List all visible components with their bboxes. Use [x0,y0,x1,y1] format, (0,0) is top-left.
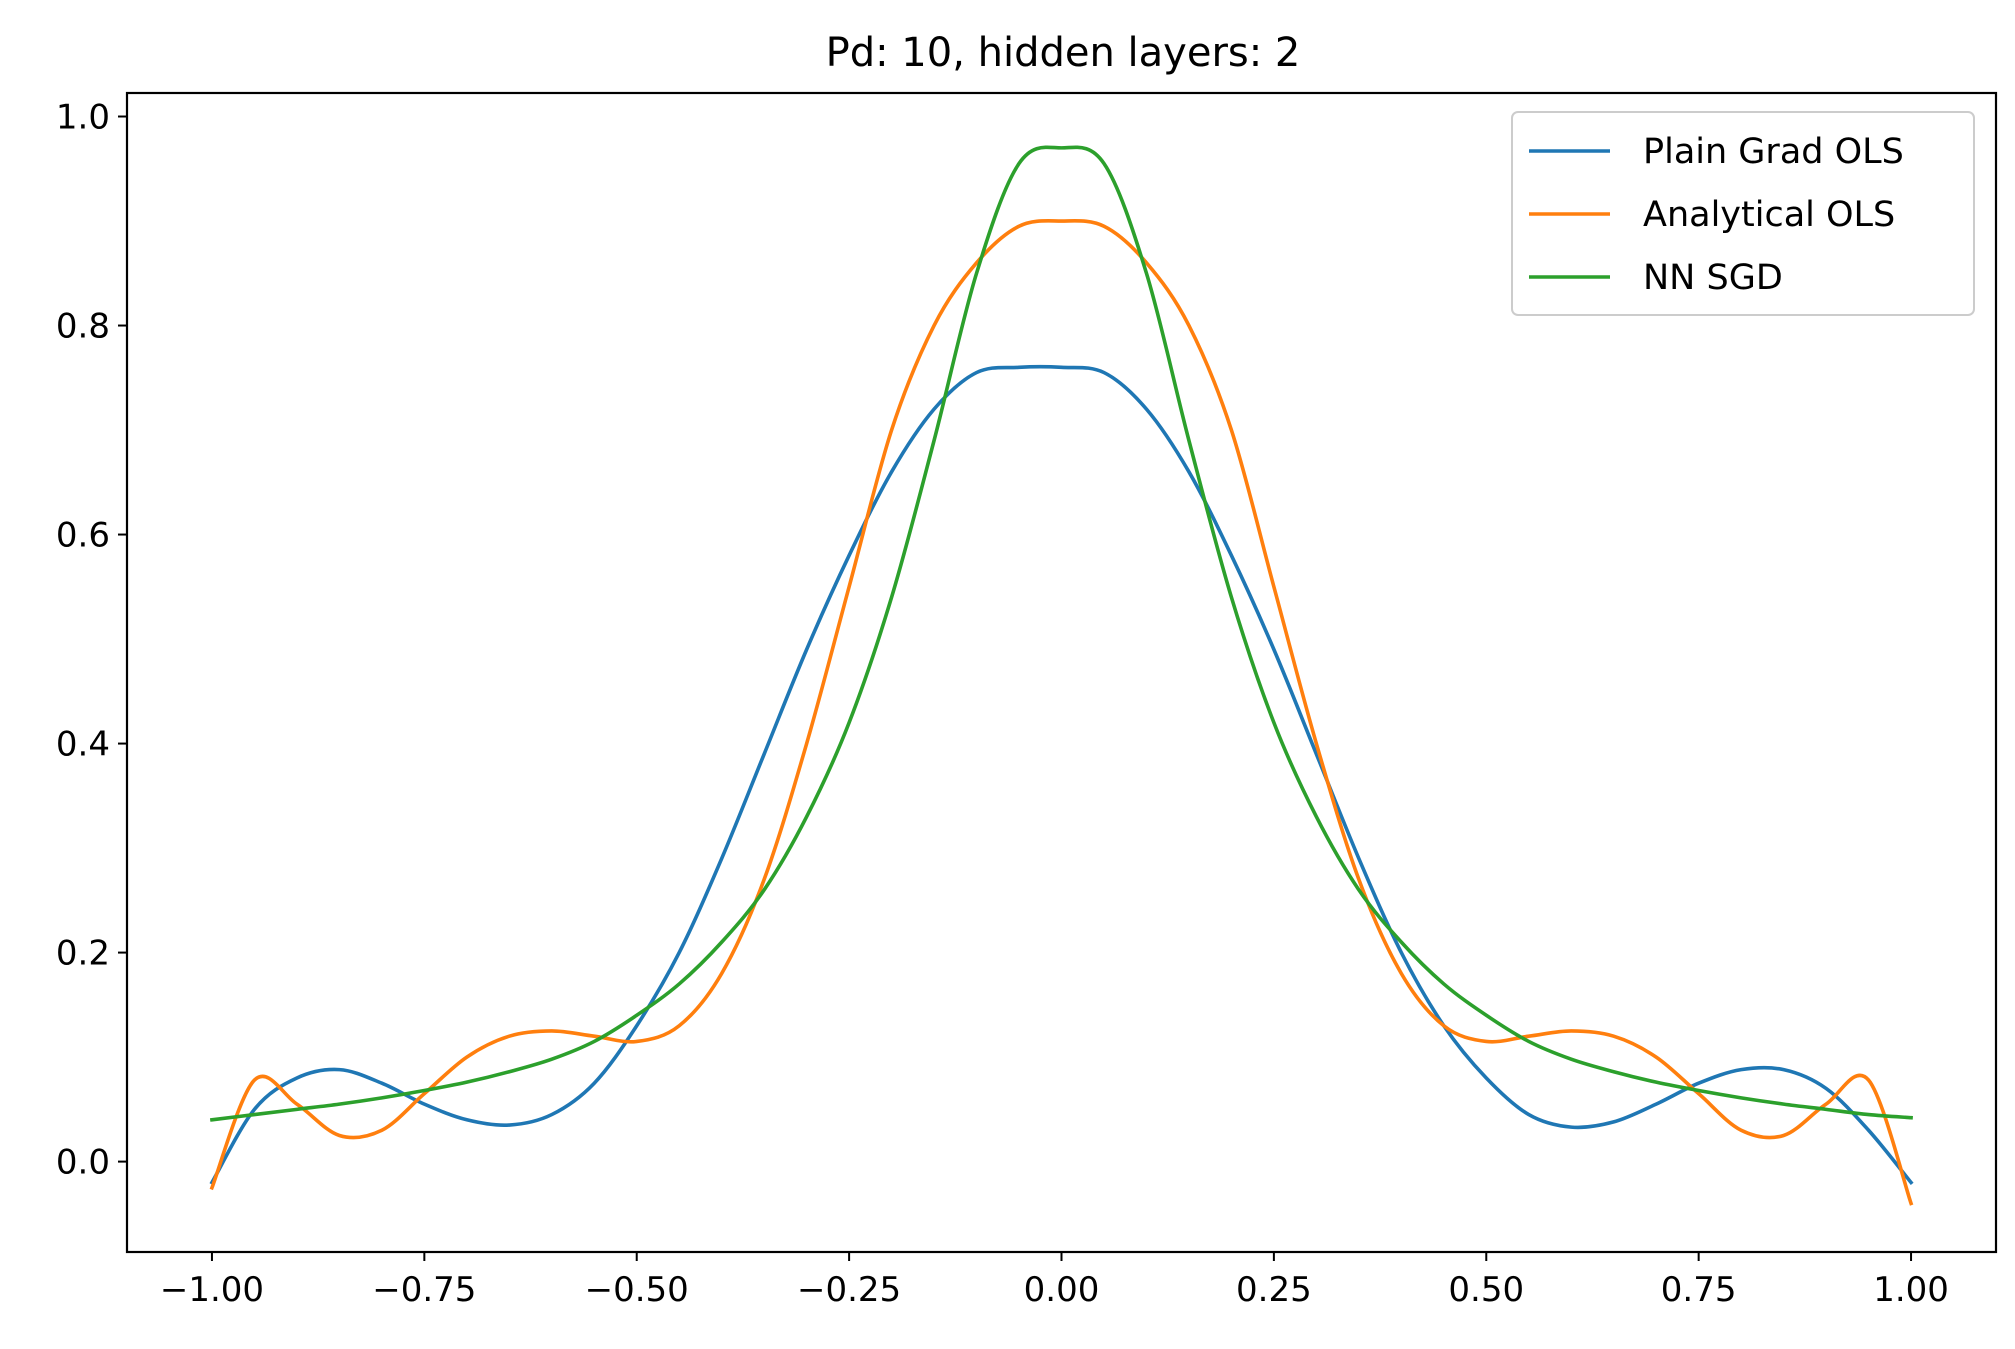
y-tick-label: 0.0 [56,1143,110,1183]
legend-label-1: Analytical OLS [1643,195,1895,235]
legend-label-0: Plain Grad OLS [1643,132,1904,172]
x-tick-label: 0.75 [1661,1270,1737,1310]
y-tick-label: 0.4 [56,725,110,765]
y-axis: 0.0 0.2 0.4 0.6 0.8 1.0 [56,98,127,1183]
y-tick-label: 1.0 [56,98,110,138]
series-line-1 [209,219,1914,1206]
x-tick-label: −0.50 [585,1270,689,1310]
x-tick-label: 0.00 [1024,1270,1100,1310]
x-tick-label: 1.00 [1873,1270,1949,1310]
x-tick-label: 0.50 [1448,1270,1524,1310]
legend-label-2: NN SGD [1643,258,1783,298]
series-line-0 [209,364,1914,1186]
legend-box [1511,111,1975,316]
plot-frame [125,91,1998,1254]
x-axis: −1.00 −0.75 −0.50 −0.25 0.00 0.25 0.50 0.75 1.00 [160,1252,1949,1310]
series-line-2 [209,145,1913,1122]
x-tick-label: 0.25 [1236,1270,1312,1310]
x-tick-label: −0.75 [372,1270,476,1310]
chart-title: Pd: 10, hidden layers: 2 [826,30,1301,76]
y-tick-label: 0.2 [56,934,110,974]
x-tick-label: −0.25 [797,1270,901,1310]
legend: Plain Grad OLS Analytical OLS NN SGD [1511,111,1975,316]
x-tick-label: −1.00 [160,1270,264,1310]
y-tick-label: 0.8 [56,307,110,347]
y-tick-label: 0.6 [56,516,110,556]
plot-lines [209,145,1914,1206]
